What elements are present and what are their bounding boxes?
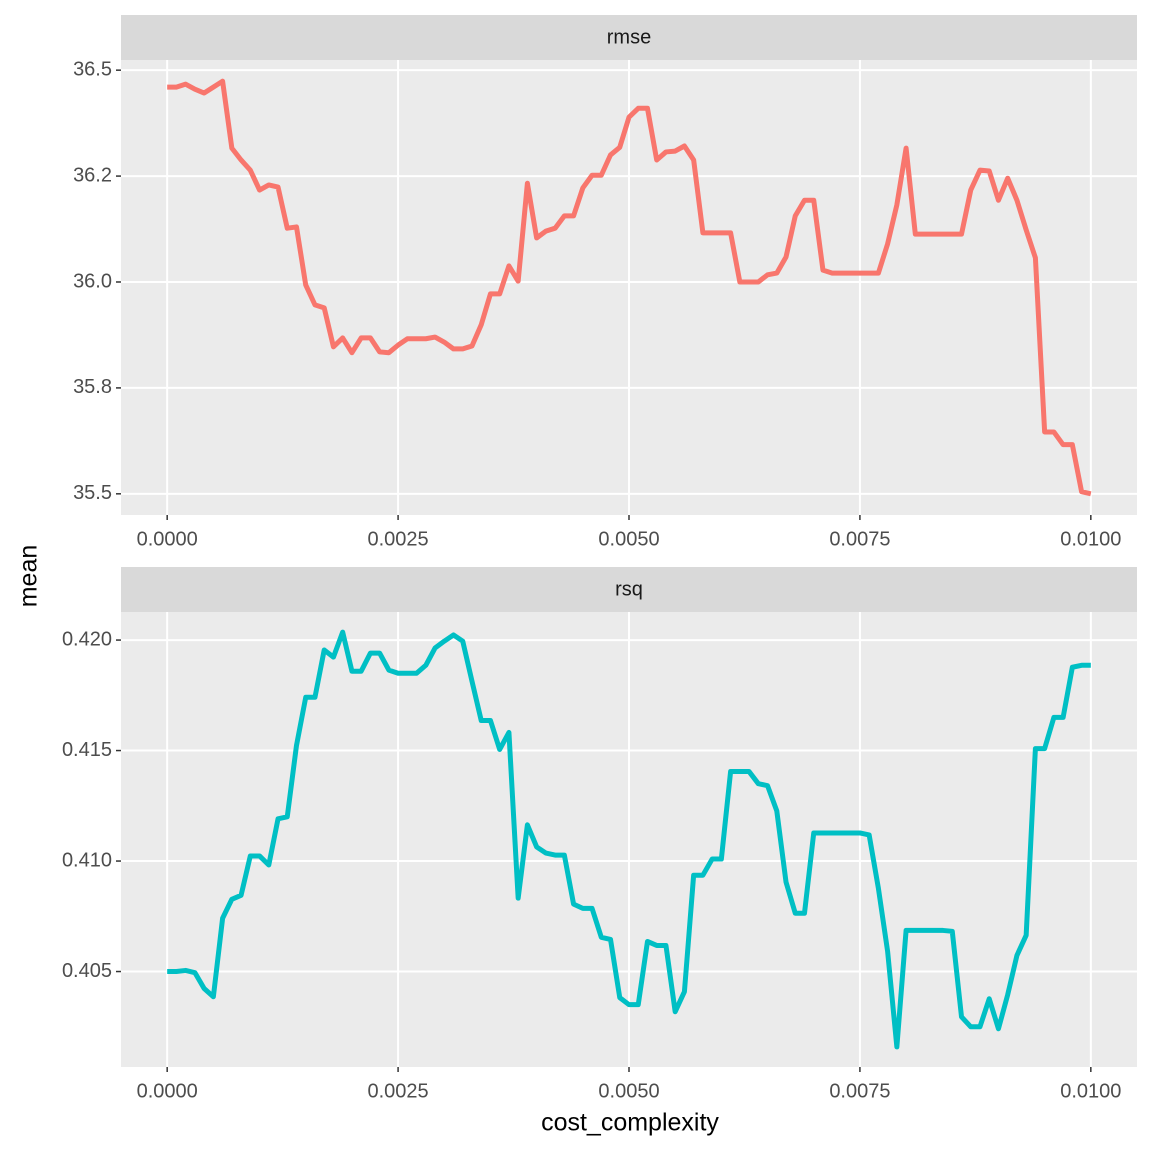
x-tick-label: 0.0100 <box>1060 1080 1121 1102</box>
x-tick-label: 0.0025 <box>368 1080 429 1102</box>
x-tick-label: 0.0000 <box>137 528 198 550</box>
x-tick-label: 0.0050 <box>598 1080 659 1102</box>
y-tick-label: 36.0 <box>73 270 112 292</box>
y-tick-label: 0.405 <box>62 960 112 982</box>
x-axis-title: cost_complexity <box>541 1109 719 1137</box>
y-tick-label: 35.5 <box>73 482 112 504</box>
strip <box>121 567 1137 612</box>
strip-text: rsq <box>615 578 643 600</box>
y-tick-label: 0.415 <box>62 739 112 761</box>
x-tick-label: 0.0000 <box>137 1080 198 1102</box>
y-tick-label: 35.8 <box>73 376 112 398</box>
x-tick-label: 0.0075 <box>829 1080 890 1102</box>
line <box>167 629 1091 1050</box>
y-tick-label: 36.2 <box>73 164 112 186</box>
line <box>167 78 1092 497</box>
x-tick-label: 0.0100 <box>1060 528 1121 550</box>
x-tick-label: 0.0050 <box>598 528 659 550</box>
y-tick-label: 0.420 <box>62 628 112 650</box>
strip <box>121 15 1137 60</box>
y-axis-title: mean <box>15 545 43 608</box>
y-tick-label: 36.5 <box>73 58 112 80</box>
x-tick-label: 0.0075 <box>829 528 890 550</box>
x-tick-label: 0.0025 <box>368 528 429 550</box>
strip-text: rmse <box>607 26 651 48</box>
y-tick-label: 0.410 <box>62 849 112 871</box>
